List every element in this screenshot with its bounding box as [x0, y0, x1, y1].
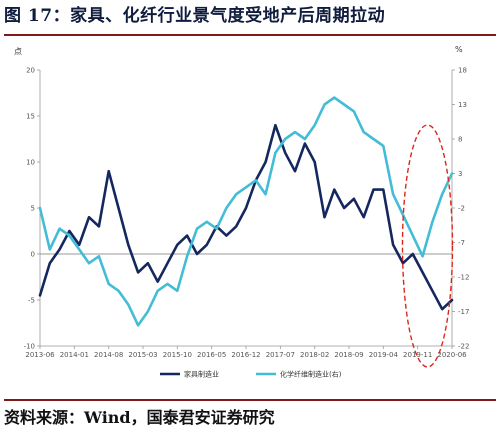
x-tick-label: 2014-01 — [60, 351, 89, 359]
left-tick-label: 0 — [31, 251, 35, 259]
chart-svg: 点 % 20 15 10 5 0 -5 -10 18 13 8 3 -2 -7 -12 -17 -22 2013… — [14, 45, 470, 379]
left-unit-label: 点 — [14, 47, 22, 56]
x-tick-label: 2019-11 — [403, 351, 432, 359]
annotation-group — [401, 124, 454, 368]
x-tick-label: 2015-10 — [163, 351, 192, 359]
axes: 20 15 10 5 0 -5 -10 18 13 8 3 -2 -7 -12 -17 -22 2013-06 2… — [24, 67, 470, 360]
title-divider — [4, 34, 496, 36]
right-tick-label: -7 — [458, 239, 465, 247]
left-tick-label: -10 — [24, 343, 35, 351]
title-area: 图 17：家具、化纤行业景气度受地产后周期拉动 — [4, 4, 496, 36]
x-tick-label: 2018-02 — [300, 351, 329, 359]
left-tick-label: -5 — [28, 297, 35, 305]
legend-chemfiber-label: 化学纤维制造业(右) — [280, 370, 342, 379]
series-furniture-line — [38, 123, 454, 311]
highlight-ellipse — [401, 124, 454, 368]
x-tick-label: 2018-09 — [334, 351, 363, 359]
x-tick-label: 2015-03 — [128, 351, 157, 359]
series-chemfiber-line — [38, 96, 454, 327]
chart-title: 图 17：家具、化纤行业景气度受地产后周期拉动 — [4, 6, 386, 26]
right-tick-label: -17 — [458, 308, 469, 316]
right-tick-label: 13 — [458, 101, 467, 109]
right-tick-label: -22 — [458, 343, 469, 351]
left-tick-label: 15 — [26, 113, 35, 121]
source-divider — [4, 399, 496, 401]
right-tick-label: 3 — [458, 170, 462, 178]
x-tick-label: 2014-08 — [94, 351, 123, 359]
right-tick-label: -12 — [458, 274, 469, 282]
left-tick-label: 20 — [26, 67, 35, 75]
x-tick-label: 2016-12 — [231, 351, 260, 359]
left-tick-label: 10 — [26, 159, 35, 167]
right-tick-label: 18 — [458, 67, 467, 75]
x-tick-label: 2020-06 — [437, 351, 467, 359]
right-tick-label: -2 — [458, 205, 465, 213]
x-tick-label: 2013-06 — [25, 351, 55, 359]
x-tick-label: 2016-05 — [197, 351, 226, 359]
legend-furniture-label: 家具制造业 — [184, 370, 219, 379]
source-area: 资料来源：Wind，国泰君安证券研究 — [4, 399, 496, 429]
x-tick-label: 2019-04 — [369, 351, 399, 359]
right-tick-label: 8 — [458, 136, 462, 144]
source-note: 资料来源：Wind，国泰君安证券研究 — [4, 408, 275, 427]
x-tick-label: 2017-07 — [266, 351, 295, 359]
series-group — [38, 96, 454, 327]
right-unit-label: % — [455, 45, 463, 54]
left-tick-label: 5 — [31, 205, 35, 213]
legend: 家具制造业 化学纤维制造业(右) — [160, 370, 342, 379]
